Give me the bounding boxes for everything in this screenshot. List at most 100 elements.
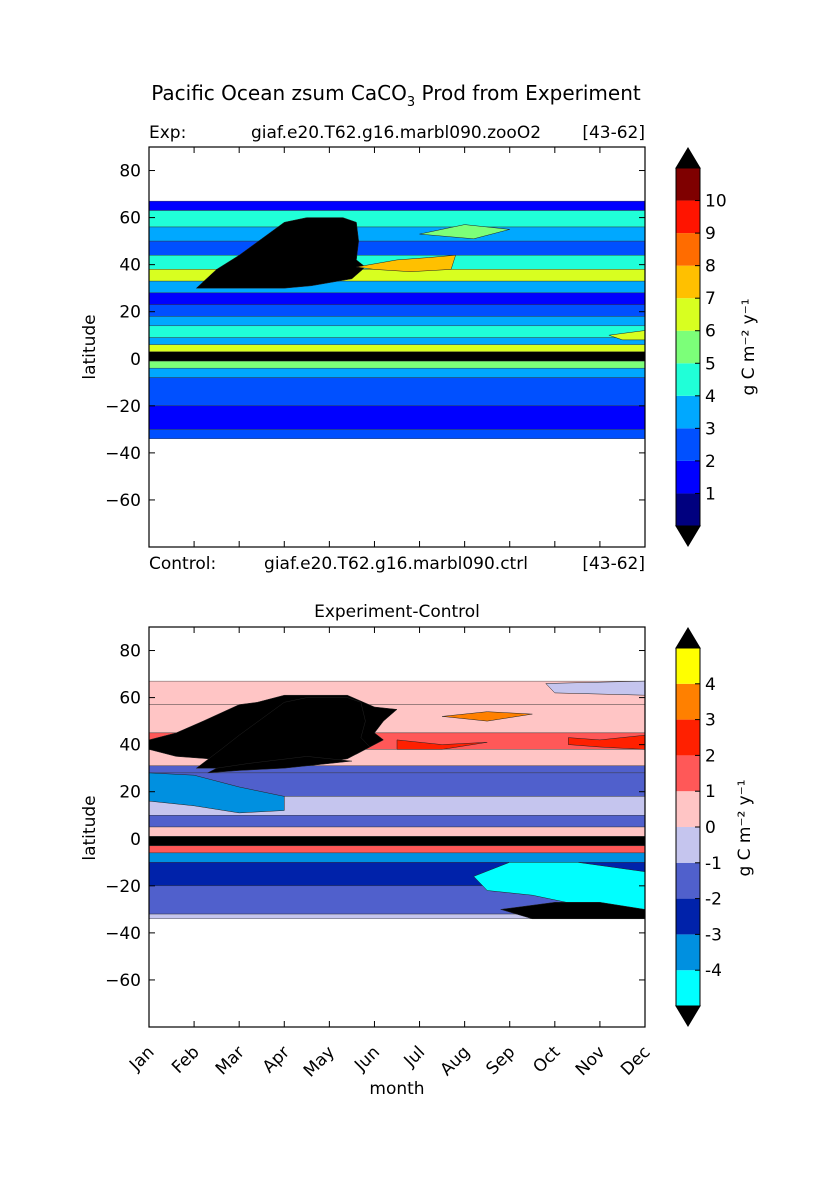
- top-colorbar-segment: [676, 395, 700, 429]
- top-colorbar-tick-label: 7: [705, 289, 716, 309]
- top-colorbar-tick-label: 10: [705, 192, 727, 212]
- control-run-name: giaf.e20.T62.g16.marbl090.ctrl: [264, 554, 528, 574]
- top-band-17: [149, 405, 645, 430]
- month-label-jan: Jan: [125, 1042, 158, 1075]
- month-label-nov: Nov: [572, 1042, 610, 1080]
- bottom-band-8: [149, 826, 645, 837]
- top-colorbar-tick-label: 8: [705, 257, 716, 277]
- month-label-aug: Aug: [437, 1042, 475, 1080]
- bottom-colorbar-label: g C m⁻² y⁻¹: [735, 779, 755, 876]
- top-colorbar-label: g C m⁻² y⁻¹: [739, 298, 759, 395]
- bottom-colorbar-tick-label: 0: [705, 818, 716, 838]
- top-ytick-label: −60: [105, 491, 141, 511]
- top-colorbar-segment: [676, 265, 700, 299]
- top-colorbar-segment: [676, 460, 700, 494]
- bottom-ytick-label: 40: [119, 736, 141, 756]
- bottom-colorbar-segment: [676, 755, 700, 792]
- top-colorbar-segment: [676, 363, 700, 396]
- top-colorbar-over-triangle: [675, 147, 701, 169]
- month-label-feb: Feb: [168, 1042, 203, 1077]
- top-band-8: [149, 304, 645, 317]
- top-colorbar-tick-label: 5: [705, 354, 716, 374]
- top-band-18: [149, 429, 645, 439]
- bottom-region-9: [545, 680, 645, 696]
- bottom-ytick-label: 80: [119, 642, 141, 662]
- top-plot-frame: [148, 146, 646, 548]
- top-colorbar-frame: [675, 167, 701, 527]
- bottom-region-2: [207, 756, 352, 774]
- top-band-1: [149, 210, 645, 228]
- top-colorbar-segment: [676, 428, 700, 461]
- bottom-colorbar-segment: [676, 934, 700, 971]
- top-colorbar-tick-label: 2: [705, 452, 716, 472]
- top-band-11: [149, 337, 645, 345]
- bottom-ytick-label: 20: [119, 783, 141, 803]
- month-label-sep: Sep: [482, 1042, 519, 1079]
- bottom-region-7: [568, 734, 645, 750]
- bottom-region-8: [442, 711, 533, 722]
- bottom-region-3: [149, 772, 285, 814]
- top-band-9: [149, 316, 645, 327]
- bottom-colorbar-tick-label: -2: [705, 890, 722, 910]
- top-colorbar-tick-label: 4: [705, 387, 716, 407]
- bottom-ytick-label: −60: [105, 971, 141, 991]
- bottom-colorbar-segment: [676, 970, 700, 1006]
- bottom-band-10: [149, 845, 645, 854]
- bottom-heatmap-field: [149, 680, 645, 920]
- bottom-ytick-label: −20: [105, 877, 141, 897]
- top-title-right: [43-62]: [582, 123, 645, 143]
- month-label-jun: Jun: [350, 1042, 384, 1076]
- bottom-region-6: [396, 739, 488, 750]
- top-y-axis: 80 60 40 20 0 −20 −40 −60: [105, 162, 645, 511]
- top-ytick-label: 40: [119, 256, 141, 276]
- bottom-colorbar-tick-label: 2: [705, 746, 716, 766]
- top-band-15: [149, 367, 645, 378]
- top-ytick-label: 60: [119, 209, 141, 229]
- top-colorbar-tick-label: 1: [705, 484, 716, 504]
- top-ytick-label: 80: [119, 162, 141, 182]
- top-colorbar-segment: [676, 233, 700, 266]
- bottom-y-axis-label: latitude: [80, 795, 100, 860]
- bottom-colorbar-segment: [676, 898, 700, 935]
- bottom-plot-frame: [148, 626, 646, 1028]
- top-colorbar-tick-label: 9: [705, 224, 716, 244]
- top-colorbar-under-triangle: [675, 525, 701, 547]
- top-colorbar-segment: [676, 168, 700, 201]
- top-ytick-label: 0: [130, 350, 141, 370]
- bottom-colorbar-tick-label: -4: [705, 961, 722, 981]
- top-band-0: [149, 200, 645, 211]
- month-label-oct: Oct: [529, 1042, 564, 1077]
- bottom-colorbar-tick-label: 1: [705, 782, 716, 802]
- bottom-colorbar-segment: [676, 827, 700, 863]
- bottom-band-9: [149, 836, 645, 847]
- top-colorbar-tick-label: 3: [705, 419, 716, 439]
- top-title-left: Exp:: [149, 123, 186, 143]
- bottom-y-axis: 80 60 40 20 0 −20 −40 −60: [105, 642, 645, 991]
- top-colorbar-tick-label: 6: [705, 322, 716, 342]
- top-ytick-label: −40: [105, 444, 141, 464]
- bottom-colorbar-tick-label: -3: [705, 925, 722, 945]
- top-band-12: [149, 344, 645, 352]
- top-region-1: [356, 254, 456, 272]
- top-region-0: [195, 217, 366, 289]
- control-years: [43-62]: [582, 554, 645, 574]
- top-x-ticks: [148, 147, 646, 547]
- month-label-jul: Jul: [400, 1042, 429, 1071]
- bottom-colorbar-segment: [676, 791, 700, 827]
- top-colorbar-segment: [676, 200, 700, 234]
- bottom-colorbar-segment: [676, 683, 700, 720]
- top-ytick-label: 20: [119, 303, 141, 323]
- bottom-colorbar: -4 -3 -2 -1 0 1 2 3 4: [675, 627, 722, 1027]
- top-ytick-label: −20: [105, 397, 141, 417]
- bottom-title: Experiment-Control: [314, 602, 480, 622]
- bottom-band-14: [149, 913, 645, 919]
- bottom-ytick-label: 60: [119, 689, 141, 709]
- figure-title: Pacific Ocean zsum CaCO3 Prod from Exper…: [151, 81, 641, 110]
- bottom-colorbar-tick-label: 4: [705, 675, 716, 695]
- bottom-colorbar-under-triangle: [675, 1005, 701, 1027]
- top-band-16: [149, 377, 645, 407]
- bottom-colorbar-tick-label: 3: [705, 711, 716, 731]
- top-band-10: [149, 325, 645, 338]
- bottom-ytick-label: −40: [105, 924, 141, 944]
- bottom-ytick-label: 0: [130, 830, 141, 850]
